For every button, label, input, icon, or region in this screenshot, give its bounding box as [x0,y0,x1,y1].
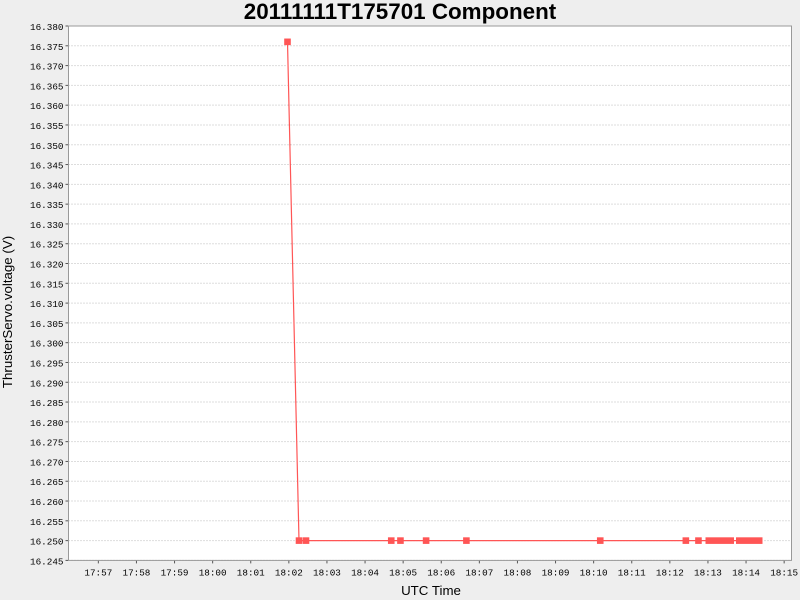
svg-text:18:05: 18:05 [389,567,417,578]
svg-text:20111111T175701 Component: 20111111T175701 Component [244,0,557,24]
svg-text:16.265: 16.265 [30,477,63,488]
svg-text:16.370: 16.370 [30,62,63,73]
svg-text:16.300: 16.300 [30,339,63,350]
svg-text:18:03: 18:03 [313,567,341,578]
svg-text:16.350: 16.350 [30,141,63,152]
svg-text:18:09: 18:09 [542,567,570,578]
svg-text:18:12: 18:12 [656,567,684,578]
svg-text:18:02: 18:02 [275,567,303,578]
svg-text:16.255: 16.255 [30,517,63,528]
svg-text:16.280: 16.280 [30,418,63,429]
svg-text:16.315: 16.315 [30,279,63,290]
svg-text:18:07: 18:07 [465,567,493,578]
svg-text:18:11: 18:11 [618,567,646,578]
svg-text:18:10: 18:10 [580,567,608,578]
svg-text:16.245: 16.245 [30,556,63,567]
svg-text:16.330: 16.330 [30,220,63,231]
svg-text:16.375: 16.375 [30,42,63,53]
svg-text:16.305: 16.305 [30,319,63,330]
svg-text:18:06: 18:06 [427,567,455,578]
svg-text:16.260: 16.260 [30,497,63,508]
svg-text:ThrusterServo.voltage (V): ThrusterServo.voltage (V) [0,236,15,388]
svg-text:16.320: 16.320 [30,260,63,271]
svg-text:16.270: 16.270 [30,457,63,468]
svg-text:UTC Time: UTC Time [401,583,461,598]
svg-text:18:00: 18:00 [199,567,227,578]
svg-text:16.285: 16.285 [30,398,63,409]
svg-text:18:01: 18:01 [237,567,265,578]
svg-text:16.345: 16.345 [30,161,63,172]
svg-text:17:59: 17:59 [161,567,189,578]
svg-text:17:57: 17:57 [84,567,112,578]
svg-text:18:15: 18:15 [770,567,798,578]
svg-text:16.325: 16.325 [30,240,63,251]
svg-text:17:58: 17:58 [122,567,150,578]
svg-text:16.295: 16.295 [30,358,63,369]
svg-text:16.380: 16.380 [30,22,63,33]
svg-text:16.310: 16.310 [30,299,63,310]
svg-text:18:13: 18:13 [694,567,722,578]
svg-text:18:14: 18:14 [732,567,760,578]
svg-text:16.335: 16.335 [30,200,63,211]
svg-text:16.360: 16.360 [30,101,63,112]
svg-text:16.290: 16.290 [30,378,63,389]
svg-text:18:08: 18:08 [503,567,531,578]
svg-text:16.275: 16.275 [30,438,63,449]
svg-text:16.340: 16.340 [30,180,63,191]
svg-text:16.250: 16.250 [30,537,63,548]
svg-text:16.365: 16.365 [30,81,63,92]
svg-text:16.355: 16.355 [30,121,63,132]
svg-text:18:04: 18:04 [351,567,379,578]
